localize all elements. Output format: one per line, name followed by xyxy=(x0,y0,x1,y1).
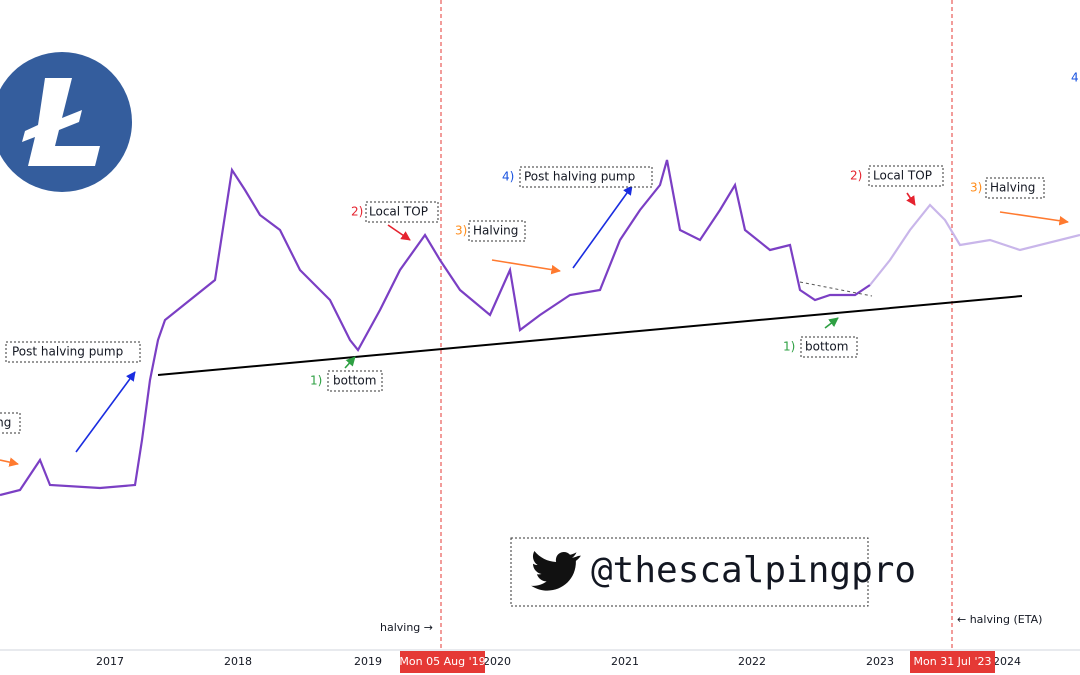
x-axis-label: 2018 xyxy=(224,655,252,668)
annotation: bottom xyxy=(805,340,848,354)
annotation-box xyxy=(985,177,1045,199)
support-line xyxy=(157,295,1023,376)
annotation-num: 1) xyxy=(310,374,322,388)
annotation: Halving xyxy=(473,224,518,238)
litecoin-logo xyxy=(0,52,132,192)
annotation-box xyxy=(327,370,383,392)
date-badge-label: Mon 31 Jul '23 xyxy=(914,655,992,668)
annotation-box xyxy=(800,336,858,358)
arrows xyxy=(0,185,1069,467)
x-axis-label: 2021 xyxy=(611,655,639,668)
annotation-num: 4) xyxy=(502,170,514,184)
annotation: Local TOP xyxy=(873,169,932,183)
annotation-num: 1) xyxy=(783,340,795,354)
twitter-handle: @thescalpingpro xyxy=(591,550,916,591)
twitter-icon xyxy=(531,551,581,591)
annotation-box xyxy=(519,166,653,188)
x-axis-label: 2020 xyxy=(483,655,511,668)
price-path xyxy=(0,159,871,497)
annotation-box xyxy=(468,220,526,242)
date-badge xyxy=(400,651,485,673)
annotation-box xyxy=(365,201,439,223)
x-axis-label: 2019 xyxy=(354,655,382,668)
annotation-num: 2) xyxy=(850,169,862,183)
annotation-box xyxy=(0,412,21,434)
annotation: Local TOP xyxy=(369,205,428,219)
halving-note: halving → xyxy=(380,621,433,634)
annotation-num: 3) xyxy=(970,181,982,195)
date-badge xyxy=(910,651,995,673)
annotation: bottom xyxy=(333,374,376,388)
x-axis-label: 2022 xyxy=(738,655,766,668)
annotation: Halving xyxy=(0,416,11,430)
trend-line xyxy=(799,281,873,297)
date-badge-label: Mon 05 Aug '19 xyxy=(399,655,485,668)
x-axis-label: 2024 xyxy=(993,655,1021,668)
annotation: Post halving pump xyxy=(524,170,635,184)
annotation-box xyxy=(5,341,141,363)
halving-note: ← halving (ETA) xyxy=(957,613,1042,626)
annotation: Post halving pump xyxy=(12,345,123,359)
x-axis-label: 2023 xyxy=(866,655,894,668)
x-axis-label: 2017 xyxy=(96,655,124,668)
annotation-num: 3) xyxy=(455,224,467,238)
projection-path xyxy=(869,203,1080,286)
x-axis: 2017 2018 2019 2020 2021 2022 2023 2024 Mon 05 A… xyxy=(96,651,1021,673)
annotation: Halving xyxy=(990,181,1035,195)
annotation-num: 2) xyxy=(351,205,363,219)
annotation-box xyxy=(868,165,944,187)
annotation-num: 4 xyxy=(1071,71,1079,85)
